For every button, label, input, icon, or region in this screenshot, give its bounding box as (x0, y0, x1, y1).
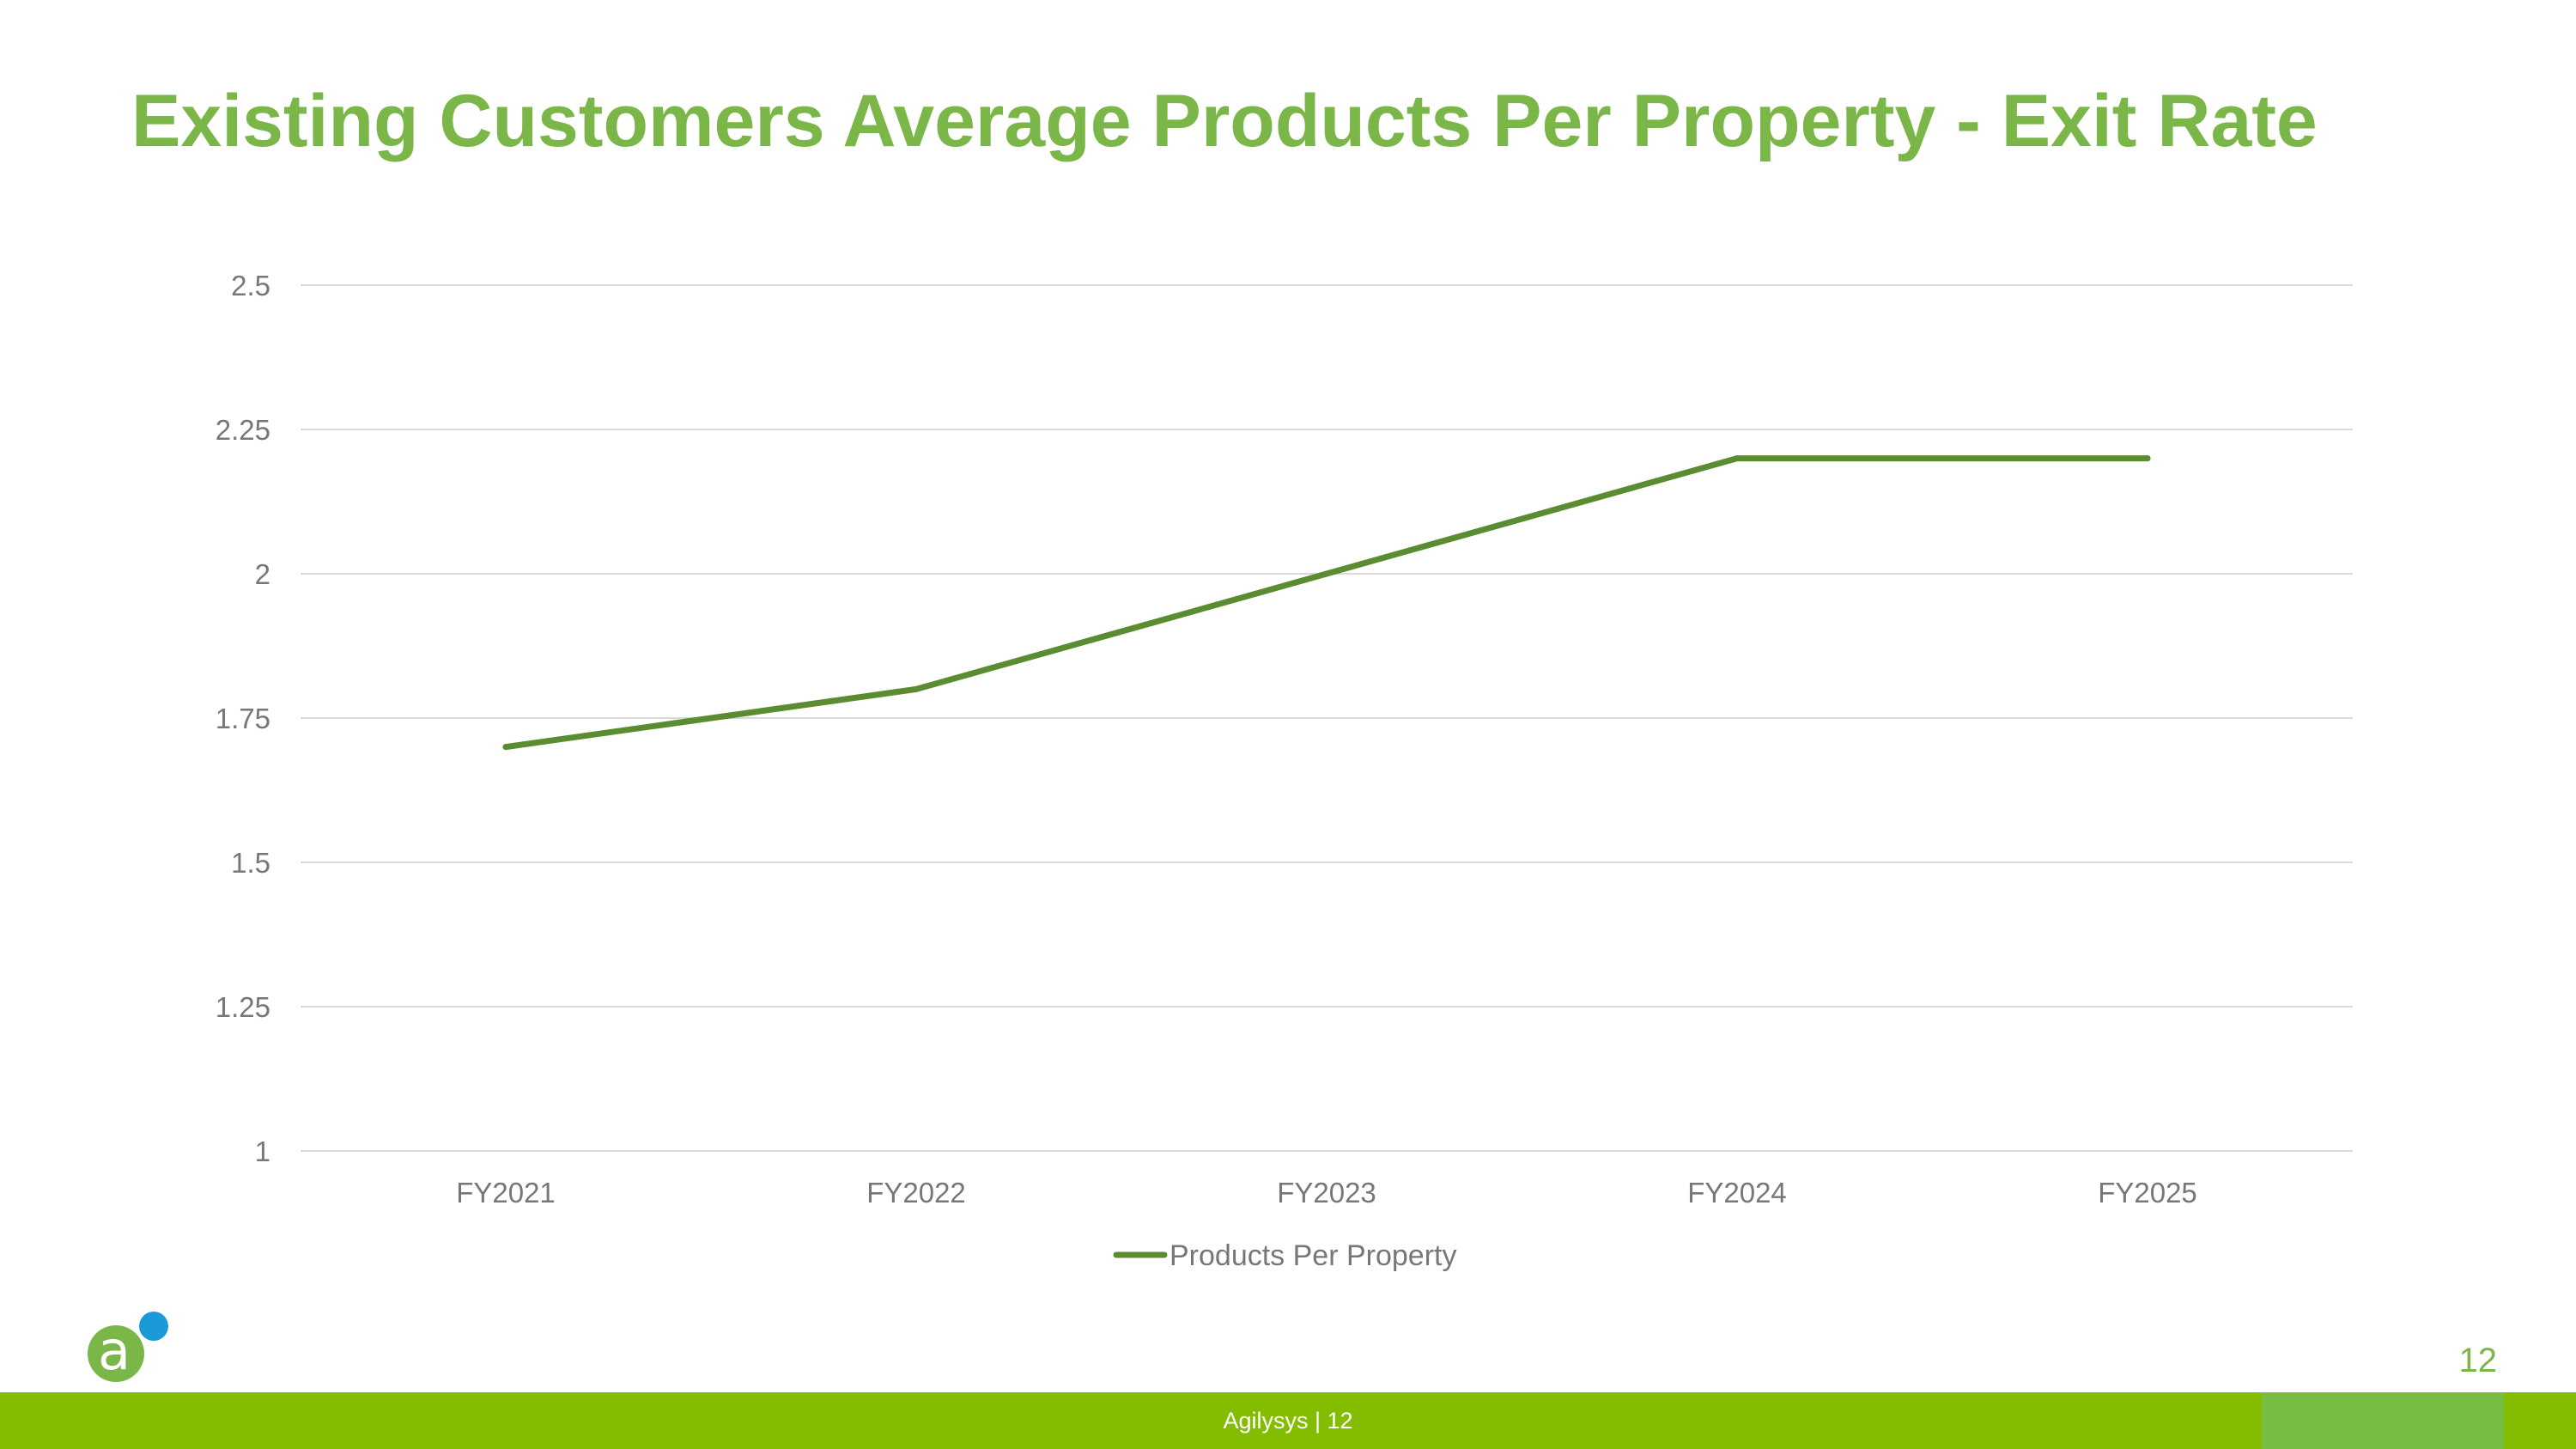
page-number: 12 (2458, 1342, 2498, 1379)
series-line (502, 455, 2151, 751)
x-tick-label: FY2021 (456, 1177, 556, 1209)
slide-title: Existing Customers Average Products Per … (131, 80, 2318, 162)
y-axis-tick-labels: 1 1.25 1.5 1.75 2 2.25 2.5 (216, 270, 270, 1167)
gridlines (301, 284, 2353, 1152)
data-point (2144, 455, 2151, 462)
logo-blue-dot (139, 1312, 168, 1341)
x-tick-label: FY2023 (1277, 1177, 1376, 1209)
y-tick-label: 1 (255, 1135, 270, 1167)
logo-letter: a (98, 1319, 131, 1382)
logo-green-circle (88, 1325, 144, 1382)
legend-label: Products Per Property (1170, 1239, 1456, 1272)
x-tick-label: FY2022 (866, 1177, 966, 1209)
data-point (502, 744, 509, 751)
data-point (913, 685, 920, 692)
agilysys-logo: a (86, 1308, 180, 1394)
data-point (1734, 455, 1741, 462)
series-layer (502, 455, 2151, 751)
data-point (1323, 570, 1330, 577)
y-tick-label: 1.75 (216, 703, 270, 734)
footer-text: Agilysys | 12 (1223, 1408, 1353, 1434)
x-tick-label: FY2024 (1687, 1177, 1787, 1209)
legend: Products Per Property (1113, 1239, 1456, 1272)
x-tick-label: FY2025 (2098, 1177, 2197, 1209)
y-tick-label: 2.25 (216, 414, 270, 446)
footer-bar: Agilysys | 12 (0, 1392, 2576, 1449)
y-tick-label: 2.5 (231, 270, 270, 301)
y-tick-label: 1.5 (231, 847, 270, 879)
y-tick-label: 2 (255, 558, 270, 590)
y-tick-label: 1.25 (216, 991, 270, 1023)
footer-accent-block (2262, 1392, 2504, 1449)
x-axis-tick-labels: FY2021 FY2022 FY2023 FY2024 FY2025 (456, 1177, 2197, 1209)
